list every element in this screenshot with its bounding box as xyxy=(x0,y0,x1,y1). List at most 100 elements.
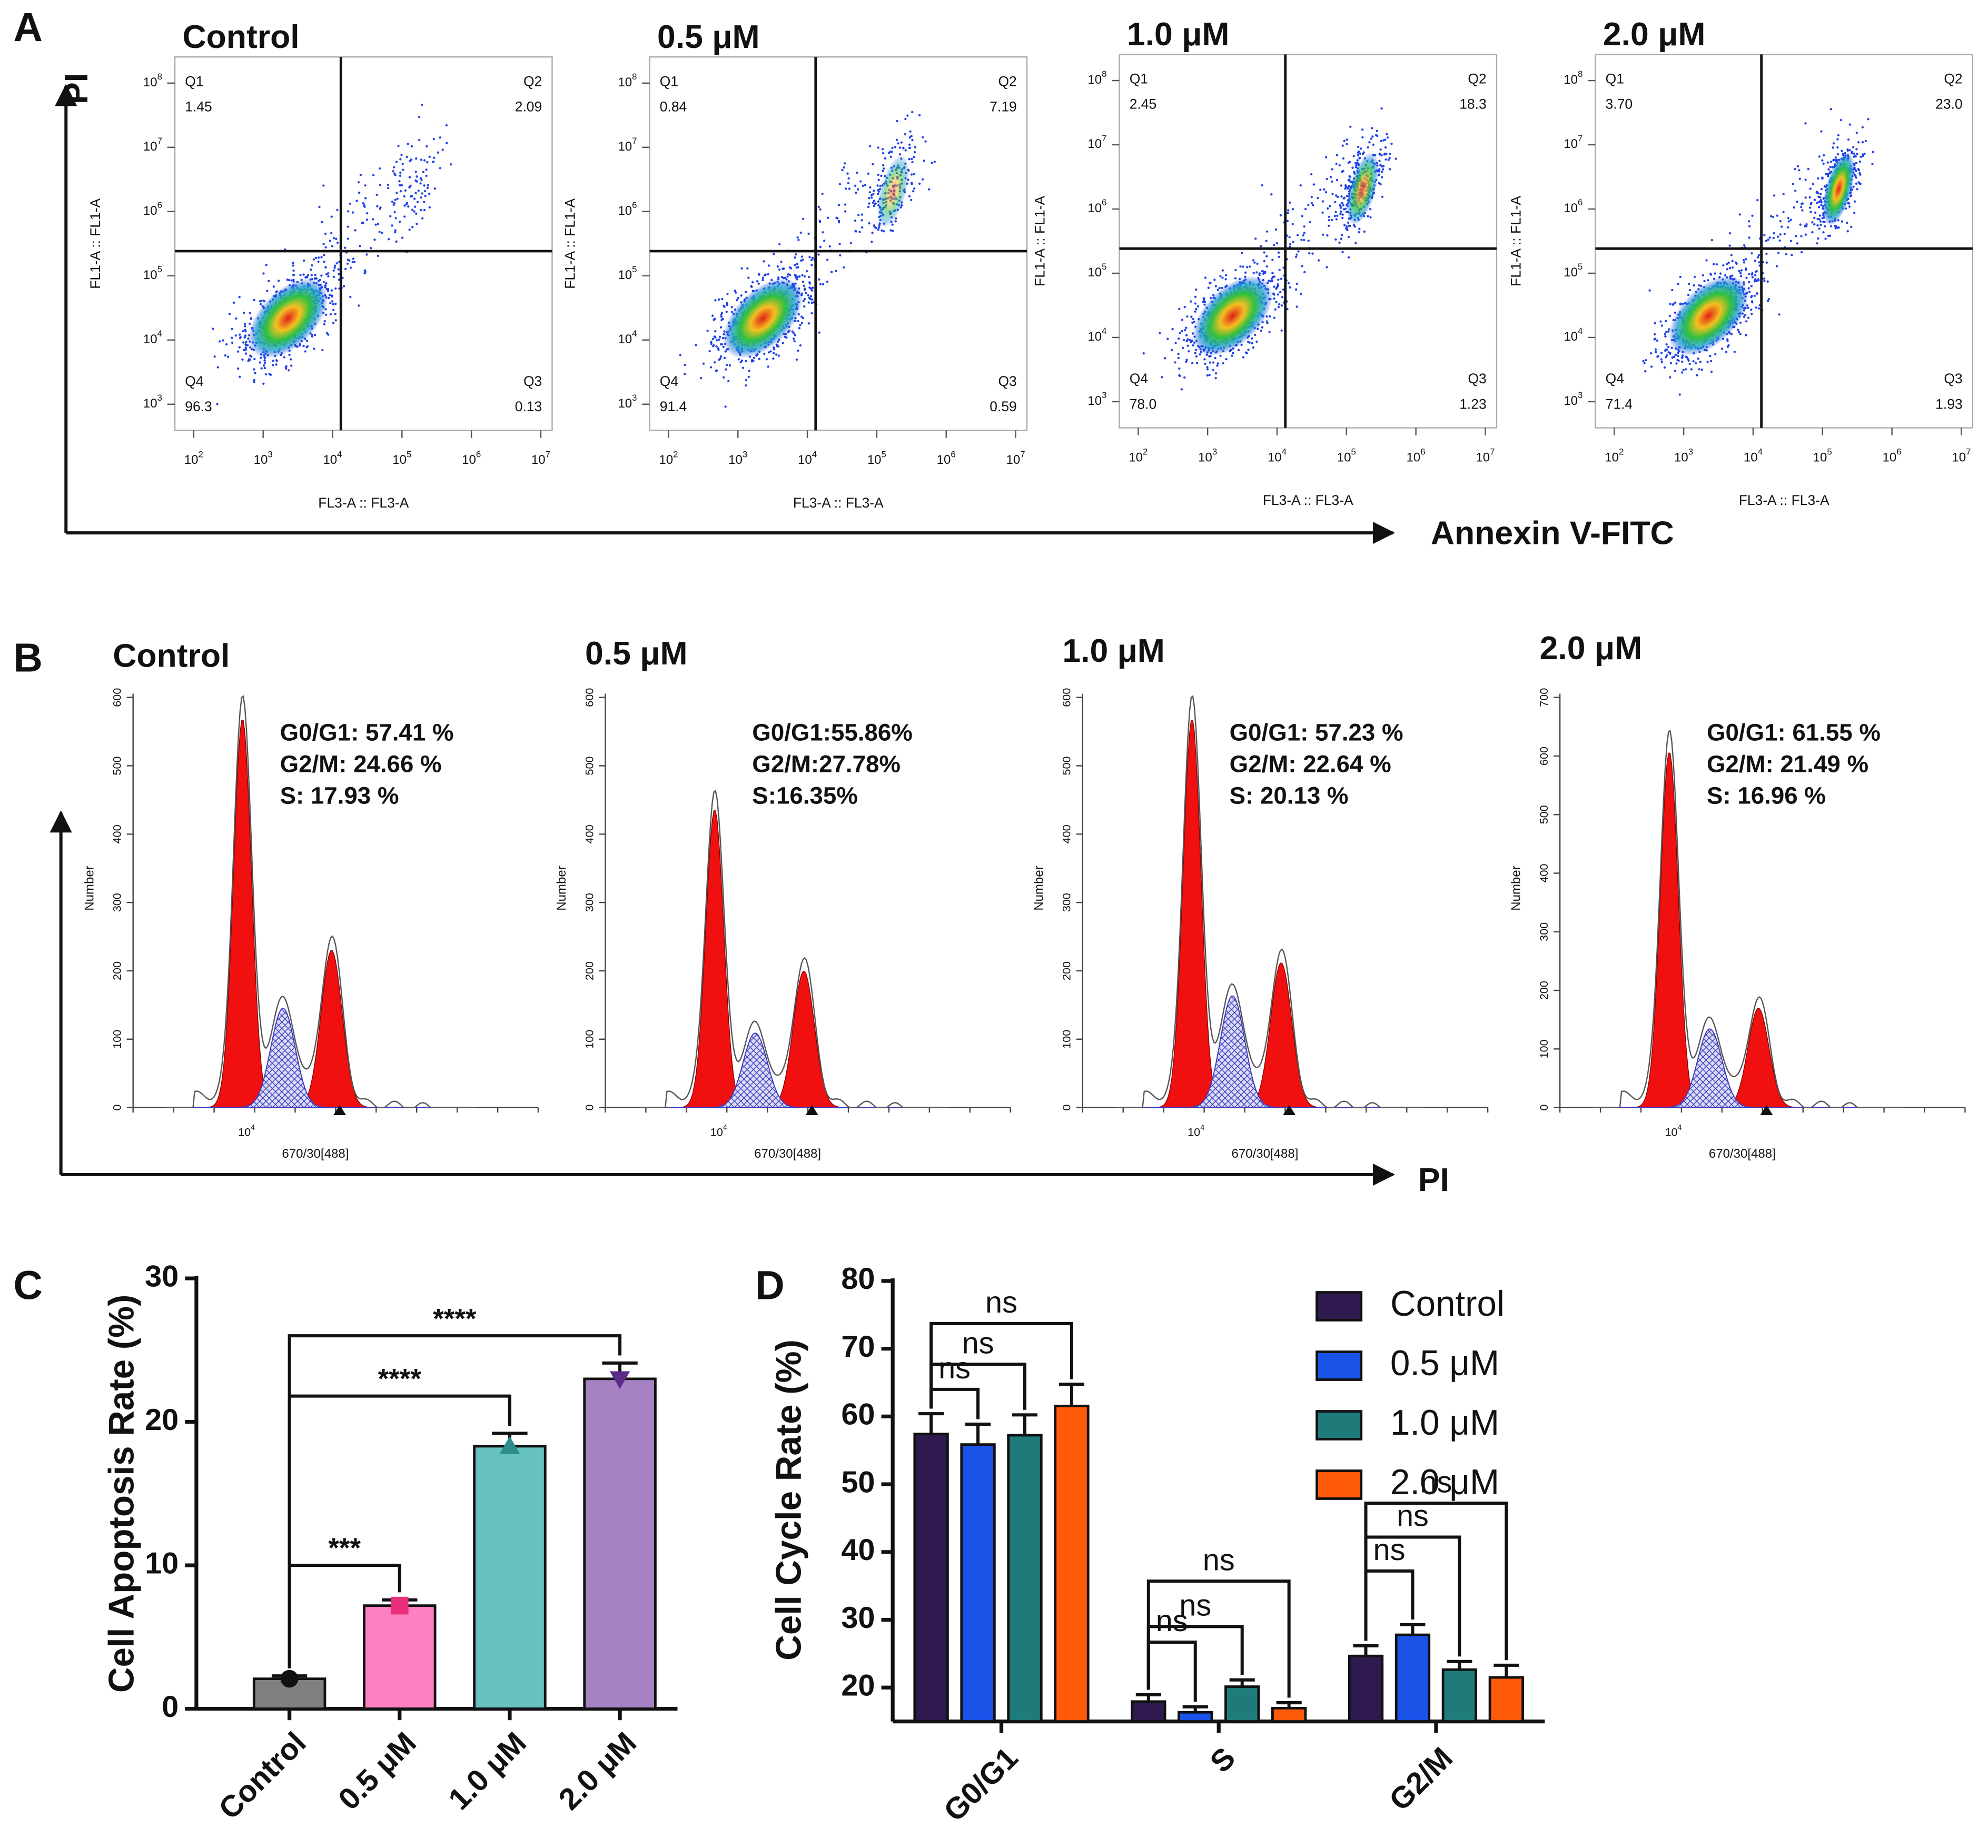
event-dot xyxy=(263,359,266,362)
event-dot xyxy=(1847,202,1851,205)
quadrant-value: 23.0 xyxy=(1935,96,1962,112)
significance-label: ns xyxy=(1156,1604,1188,1638)
y-tick-label: 105 xyxy=(1564,262,1583,280)
event-dot xyxy=(1280,277,1283,280)
event-dot xyxy=(331,294,333,297)
x-tick-label: 107 xyxy=(1006,450,1025,468)
event-dot xyxy=(1335,194,1338,197)
event-dot xyxy=(1700,368,1704,371)
x-tick-label: 2.0 μM xyxy=(552,1726,643,1816)
event-dot xyxy=(269,373,272,376)
event-dot xyxy=(1269,315,1271,318)
event-dot xyxy=(877,228,879,231)
event-dot xyxy=(1756,198,1759,202)
y-tick-label-exp: 6 xyxy=(157,200,162,210)
event-dot xyxy=(1848,205,1851,208)
event-dot xyxy=(1224,274,1228,276)
event-dot xyxy=(1355,164,1358,166)
event-dot xyxy=(1809,211,1812,213)
event-dot xyxy=(908,195,911,197)
x-tick-label-exp: 7 xyxy=(1966,447,1971,457)
event-dot xyxy=(1346,225,1348,228)
event-dot xyxy=(1763,277,1766,280)
event-dot xyxy=(1340,234,1343,236)
quadrant-name: Q1 xyxy=(1606,71,1624,86)
event-dot xyxy=(1331,193,1334,195)
significance-bracket xyxy=(288,1334,622,1668)
event-dot xyxy=(1669,303,1671,305)
event-dot xyxy=(423,190,427,193)
event-dot xyxy=(1269,280,1272,283)
y-tick-label: 700 xyxy=(1537,688,1550,707)
event-dot xyxy=(913,151,916,154)
event-dot xyxy=(714,299,717,302)
event-dot xyxy=(1326,177,1328,181)
event-dot xyxy=(405,155,408,158)
event-dot xyxy=(1372,143,1374,146)
event-dot xyxy=(311,335,314,338)
event-dot xyxy=(1183,305,1186,309)
gate-marker xyxy=(1760,1105,1773,1116)
event-dot xyxy=(872,190,875,192)
event-dot xyxy=(1857,141,1860,144)
event-dot xyxy=(1354,242,1357,245)
event-dot xyxy=(797,349,799,352)
phase-stat: G2/M: 21.49 % xyxy=(1707,751,1868,778)
event-dot xyxy=(1758,261,1760,264)
event-dot xyxy=(1858,160,1862,163)
plot-title: Control xyxy=(182,18,299,55)
y-tick-label: 200 xyxy=(1537,981,1550,1000)
y-tick-label: 400 xyxy=(1060,824,1073,843)
event-dot xyxy=(1347,256,1350,259)
event-dot xyxy=(357,181,360,184)
y-arrow-label: PI xyxy=(58,73,95,104)
event-dot xyxy=(1681,356,1684,359)
event-dot xyxy=(1214,356,1216,360)
event-dot xyxy=(763,352,766,355)
event-dot xyxy=(1273,275,1276,278)
event-dot xyxy=(1194,302,1196,305)
event-dot xyxy=(1817,195,1820,198)
event-dot xyxy=(876,184,879,187)
event-dot xyxy=(428,155,431,158)
event-dot xyxy=(1720,347,1724,350)
x-tick-label-base: 10 xyxy=(531,453,546,467)
event-dot xyxy=(253,357,256,361)
event-dot xyxy=(1703,280,1706,283)
significance-label: **** xyxy=(378,1364,422,1395)
event-dot xyxy=(265,263,268,266)
event-dot xyxy=(1188,350,1190,353)
event-dot xyxy=(1858,169,1861,172)
panel-letter: A xyxy=(13,5,43,50)
event-dot xyxy=(305,340,309,342)
event-dot xyxy=(1371,135,1374,138)
event-dot xyxy=(723,304,725,307)
event-dot xyxy=(1177,353,1180,355)
event-dot xyxy=(1726,338,1729,341)
event-dot xyxy=(238,296,241,299)
event-dot xyxy=(306,276,309,279)
event-dot xyxy=(877,178,880,181)
event-dot xyxy=(1688,282,1690,285)
event-dot xyxy=(1812,183,1815,185)
event-dot xyxy=(1203,299,1205,301)
event-dot xyxy=(1822,162,1825,165)
y-axis-label: Cell Cycle Rate (%) xyxy=(769,1339,809,1661)
x-tick-label: 102 xyxy=(659,450,678,468)
x-axis-label: FL3-A :: FL3-A xyxy=(793,495,884,511)
event-dot xyxy=(794,256,796,259)
x-tick-label-exp: 6 xyxy=(951,450,955,460)
event-dot xyxy=(1816,224,1819,227)
event-dot xyxy=(1341,202,1343,204)
event-dot xyxy=(1813,216,1816,220)
x-tick-label-base: 10 xyxy=(659,453,673,467)
event-dot xyxy=(303,259,305,262)
event-dot xyxy=(1810,202,1813,204)
event-dot xyxy=(234,334,237,337)
event-dot xyxy=(741,366,744,369)
event-dot xyxy=(332,269,335,272)
y-tick-label-exp: 7 xyxy=(1102,134,1106,144)
event-dot xyxy=(417,190,420,192)
event-dot xyxy=(847,182,850,185)
g2-peak xyxy=(1123,962,1407,1108)
